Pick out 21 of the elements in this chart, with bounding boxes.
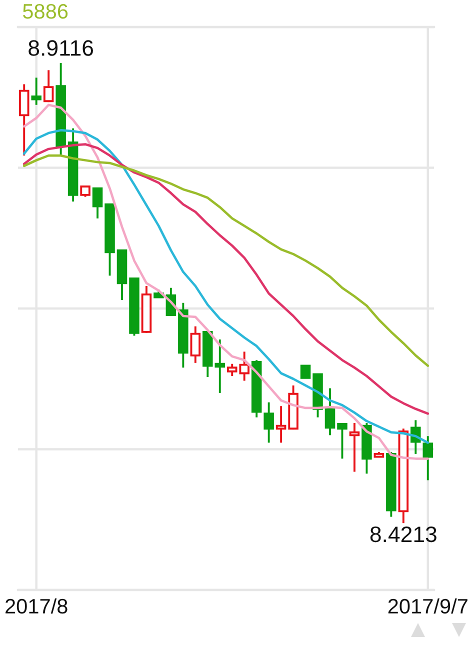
annotation: 8.4213 [370, 526, 436, 542]
candlestick [178, 302, 188, 369]
candlestick [324, 387, 336, 436]
candlestick [349, 422, 360, 473]
candlestick [116, 249, 128, 302]
candlestick [104, 203, 115, 277]
candlestick [190, 325, 201, 364]
candlestick [214, 338, 226, 394]
candlestick [337, 422, 348, 460]
candlestick [202, 330, 213, 378]
candlestick [18, 83, 30, 157]
candlestick [276, 405, 286, 444]
text: 5886 [23, 4, 68, 19]
candlestick [31, 76, 42, 106]
candlestick [264, 401, 274, 444]
x-tick-label: 2017/8 [6, 598, 68, 614]
candlestick [92, 187, 103, 220]
candlestick [300, 364, 311, 379]
candlestick [239, 350, 250, 382]
annotation: 8.9116 [28, 40, 94, 56]
x-tick-label: 2017/9/7 [388, 598, 468, 614]
